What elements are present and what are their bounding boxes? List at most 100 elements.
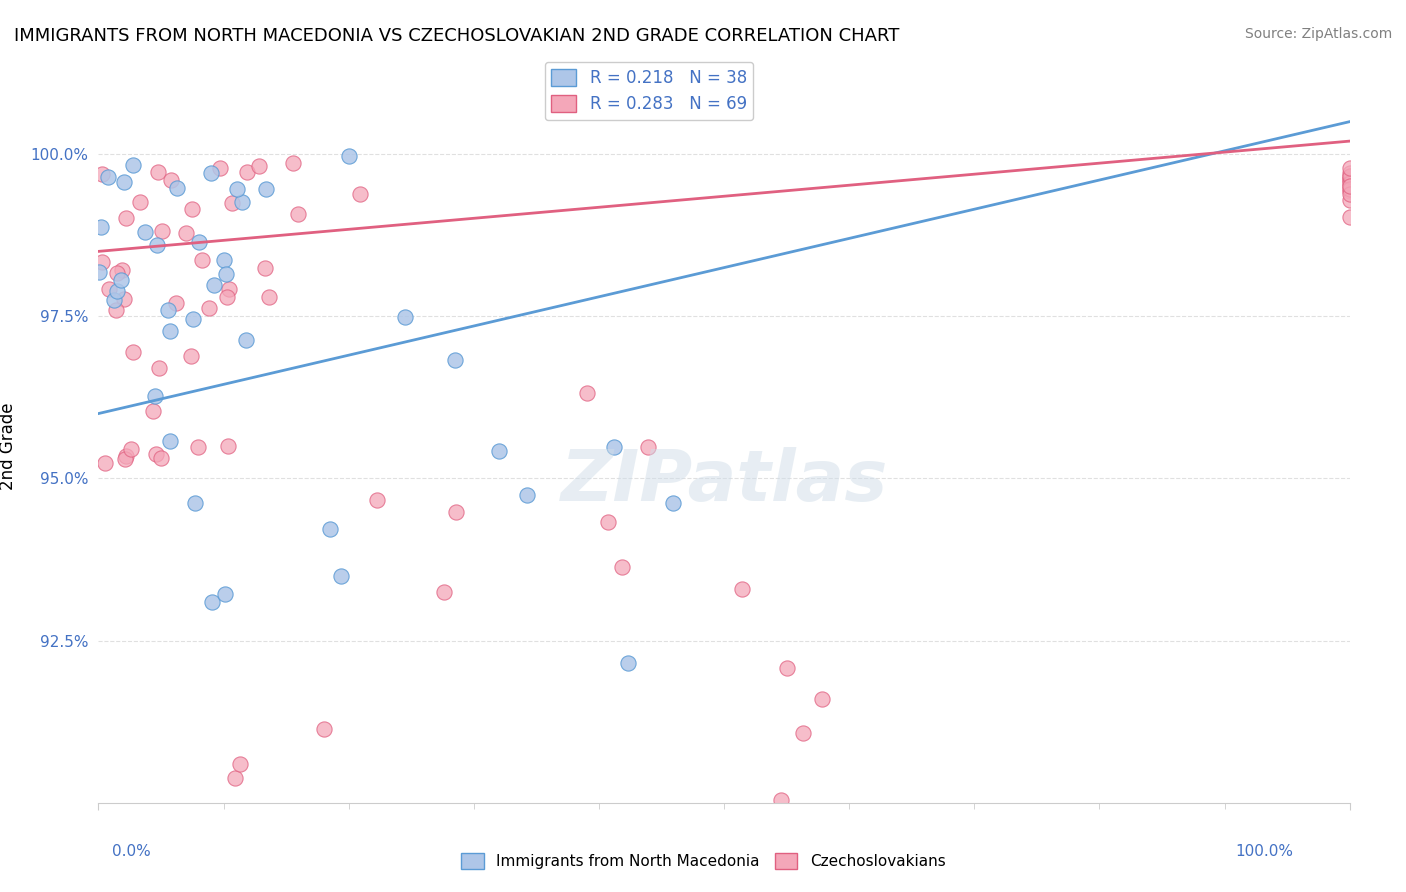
Point: [349, 186, 371, 201]
Point: [112, 175, 135, 189]
Point: [598, 515, 620, 529]
Point: [229, 757, 252, 772]
Point: [120, 442, 142, 456]
Point: [105, 266, 128, 280]
Point: [661, 496, 683, 510]
Point: [1339, 161, 1361, 176]
Point: [1339, 184, 1361, 198]
Point: [1339, 210, 1361, 224]
Point: [1339, 171, 1361, 186]
Point: [142, 404, 165, 418]
Point: [103, 293, 125, 307]
Point: [575, 385, 598, 400]
Point: [1339, 182, 1361, 196]
Point: [198, 301, 221, 316]
Point: [202, 278, 225, 293]
Point: [1339, 176, 1361, 190]
Point: [776, 661, 799, 675]
Y-axis label: 2nd Grade: 2nd Grade: [0, 402, 17, 490]
Point: [122, 344, 145, 359]
Point: [145, 447, 167, 461]
Point: [98, 282, 121, 296]
Point: [217, 289, 239, 303]
Text: 0.0%: 0.0%: [112, 845, 152, 859]
Text: ZIPatlas: ZIPatlas: [561, 447, 887, 516]
Point: [181, 202, 204, 217]
Point: [134, 226, 156, 240]
Point: [231, 194, 253, 209]
Point: [150, 451, 173, 466]
Point: [89, 219, 111, 234]
Point: [225, 182, 247, 196]
Point: [129, 195, 152, 210]
Point: [159, 434, 181, 449]
Point: [235, 333, 257, 347]
Point: [314, 722, 336, 736]
Point: [201, 594, 224, 608]
Point: [215, 267, 238, 281]
Point: [159, 173, 181, 187]
Point: [281, 156, 304, 170]
Point: [105, 284, 128, 298]
Point: [93, 456, 115, 470]
Point: [110, 273, 132, 287]
Point: [190, 253, 212, 268]
Point: [90, 167, 112, 181]
Point: [114, 452, 136, 467]
Point: [603, 440, 626, 454]
Point: [1339, 193, 1361, 207]
Point: [165, 295, 187, 310]
Legend: Immigrants from North Macedonia, Czechoslovakians: Immigrants from North Macedonia, Czechos…: [454, 847, 952, 875]
Text: IMMIGRANTS FROM NORTH MACEDONIA VS CZECHOSLOVAKIAN 2ND GRADE CORRELATION CHART: IMMIGRANTS FROM NORTH MACEDONIA VS CZECH…: [14, 27, 900, 45]
Point: [115, 211, 138, 225]
Point: [180, 349, 202, 363]
Point: [287, 207, 309, 221]
Point: [97, 169, 120, 184]
Text: 100.0%: 100.0%: [1236, 845, 1294, 859]
Point: [1339, 169, 1361, 184]
Point: [221, 196, 243, 211]
Point: [446, 505, 468, 519]
Point: [394, 310, 416, 324]
Point: [87, 265, 110, 279]
Point: [224, 771, 246, 785]
Point: [337, 149, 360, 163]
Point: [112, 292, 135, 306]
Point: [329, 568, 352, 582]
Point: [214, 587, 236, 601]
Point: [366, 493, 388, 508]
Point: [166, 181, 188, 195]
Point: [730, 582, 752, 597]
Point: [1339, 169, 1361, 183]
Point: [115, 449, 138, 463]
Text: Source: ZipAtlas.com: Source: ZipAtlas.com: [1244, 27, 1392, 41]
Point: [792, 726, 814, 740]
Point: [1339, 187, 1361, 202]
Point: [637, 440, 659, 454]
Point: [253, 260, 276, 275]
Point: [146, 237, 169, 252]
Point: [111, 263, 134, 277]
Point: [1339, 179, 1361, 194]
Point: [257, 290, 280, 304]
Point: [209, 161, 232, 175]
Point: [1339, 166, 1361, 180]
Point: [187, 235, 209, 249]
Point: [183, 312, 205, 326]
Point: [183, 496, 205, 510]
Point: [122, 158, 145, 172]
Point: [187, 441, 209, 455]
Point: [152, 224, 174, 238]
Point: [218, 282, 240, 296]
Point: [810, 692, 832, 706]
Point: [616, 657, 638, 671]
Point: [146, 165, 169, 179]
Point: [516, 488, 538, 502]
Point: [148, 360, 170, 375]
Point: [488, 444, 510, 458]
Point: [319, 522, 342, 536]
Point: [443, 353, 465, 368]
Point: [159, 324, 181, 338]
Point: [769, 793, 792, 807]
Point: [156, 303, 179, 318]
